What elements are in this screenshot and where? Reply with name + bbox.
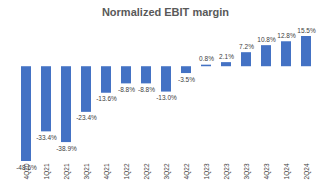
svg-text:-13.0%: -13.0% (156, 94, 177, 101)
svg-text:-38.9%: -38.9% (56, 145, 77, 152)
svg-text:-23.4%: -23.4% (76, 114, 97, 121)
svg-text:2Q22: 2Q22 (143, 163, 151, 179)
svg-text:1Q24: 1Q24 (283, 163, 291, 179)
svg-text:2Q23: 2Q23 (223, 163, 231, 179)
html-text:Normalized EBIT margin: Normalized EBIT margin (101, 6, 230, 18)
svg-text:1Q21: 1Q21 (43, 163, 51, 179)
svg-text:-3.5%: -3.5% (178, 76, 195, 83)
svg-text:2.1%: 2.1% (219, 53, 234, 60)
svg-text:-8.8%: -8.8% (138, 86, 155, 93)
svg-text:4Q22: 4Q22 (183, 163, 191, 179)
svg-text:15.5%: 15.5% (297, 27, 316, 34)
svg-text:-48.6%: -48.6% (16, 163, 37, 171)
svg-text:12.8%: 12.8% (277, 32, 296, 39)
svg-text:1Q23: 1Q23 (203, 163, 211, 179)
svg-text:3Q23: 3Q23 (243, 163, 251, 179)
svg-text:0.8%: 0.8% (199, 55, 214, 62)
svg-text:1Q22: 1Q22 (123, 163, 131, 179)
svg-text:-13.6%: -13.6% (96, 95, 117, 102)
svg-text:3Q22: 3Q22 (163, 163, 171, 179)
svg-text:7.2%: 7.2% (239, 43, 254, 50)
svg-text:3Q21: 3Q21 (83, 163, 91, 179)
svg-text:4Q20: 4Q20 (23, 163, 31, 179)
svg-text:-33.4%: -33.4% (36, 134, 57, 141)
svg-text:10.8%: 10.8% (257, 36, 276, 43)
svg-text:4Q23: 4Q23 (263, 163, 271, 179)
svg-text:4Q21: 4Q21 (103, 163, 111, 179)
svg-text:-8.8%: -8.8% (118, 86, 135, 93)
svg-text:2Q24: 2Q24 (303, 163, 311, 179)
svg-text:2Q21: 2Q21 (63, 163, 71, 179)
